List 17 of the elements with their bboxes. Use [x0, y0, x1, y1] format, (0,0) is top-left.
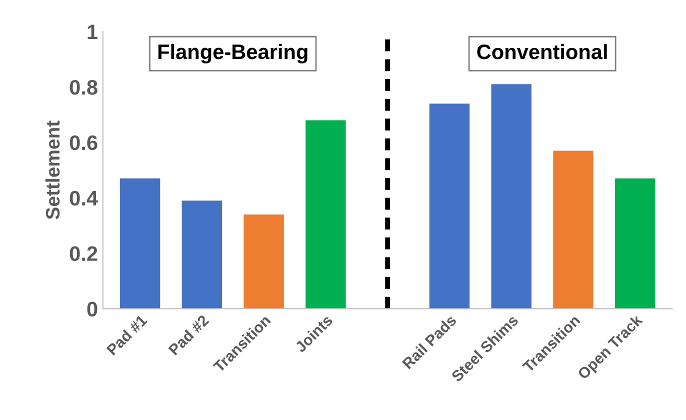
y-tick-label: 0.4 — [70, 190, 98, 206]
y-axis-title: Settlement — [45, 120, 60, 220]
annotation: Flange-Bearing — [158, 44, 308, 64]
bar — [429, 104, 470, 309]
y-tick-label: 1 — [88, 24, 98, 40]
y-tick-label: 0.2 — [70, 246, 98, 262]
bar — [553, 150, 594, 309]
y-tick-label: 0.6 — [70, 135, 98, 150]
annotation: Conventional — [477, 44, 607, 60]
bar — [306, 120, 346, 309]
y-tick-label: 0 — [87, 302, 98, 316]
bar — [491, 84, 532, 309]
bar — [615, 178, 656, 309]
y-tick-label: 0.8 — [70, 80, 98, 95]
bar — [182, 200, 222, 309]
bar — [120, 178, 160, 309]
bar — [244, 214, 284, 309]
